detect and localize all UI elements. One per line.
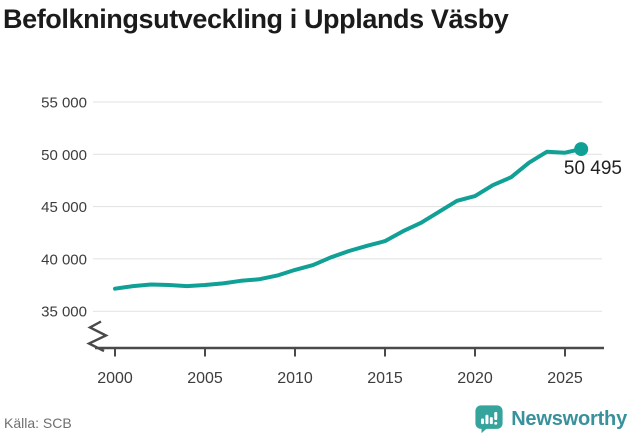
chart-title: Befolkningsutveckling i Upplands Väsby bbox=[3, 4, 509, 34]
x-tick-label: 2000 bbox=[97, 370, 133, 387]
x-tick-label: 2015 bbox=[367, 370, 403, 387]
y-tick-label: 50 000 bbox=[41, 147, 87, 164]
x-axis-ticks: 2000 2005 2010 2015 2020 2025 bbox=[97, 348, 583, 387]
source-label: Källa: SCB bbox=[4, 415, 72, 431]
x-tick-label: 2010 bbox=[277, 370, 313, 387]
x-tick-label: 2025 bbox=[547, 370, 583, 387]
newsworthy-logo[interactable]: Newsworthy bbox=[474, 403, 627, 435]
x-tick-label: 2020 bbox=[457, 370, 493, 387]
latest-value-dot bbox=[574, 142, 589, 157]
x-tick-label: 2005 bbox=[187, 370, 223, 387]
newsworthy-wordmark: Newsworthy bbox=[511, 407, 627, 430]
y-tick-label: 40 000 bbox=[41, 251, 87, 268]
axis-break-icon bbox=[86, 320, 109, 353]
latest-value-label: 50 495 bbox=[563, 158, 622, 179]
newsworthy-icon bbox=[475, 405, 503, 434]
y-tick-label: 45 000 bbox=[41, 199, 87, 216]
gridlines bbox=[93, 101, 602, 312]
y-axis-labels: 35 000 40 000 45 000 50 000 55 000 bbox=[41, 95, 87, 321]
y-tick-label: 35 000 bbox=[41, 304, 87, 321]
y-tick-label: 55 000 bbox=[41, 95, 87, 112]
population-line bbox=[113, 147, 584, 291]
